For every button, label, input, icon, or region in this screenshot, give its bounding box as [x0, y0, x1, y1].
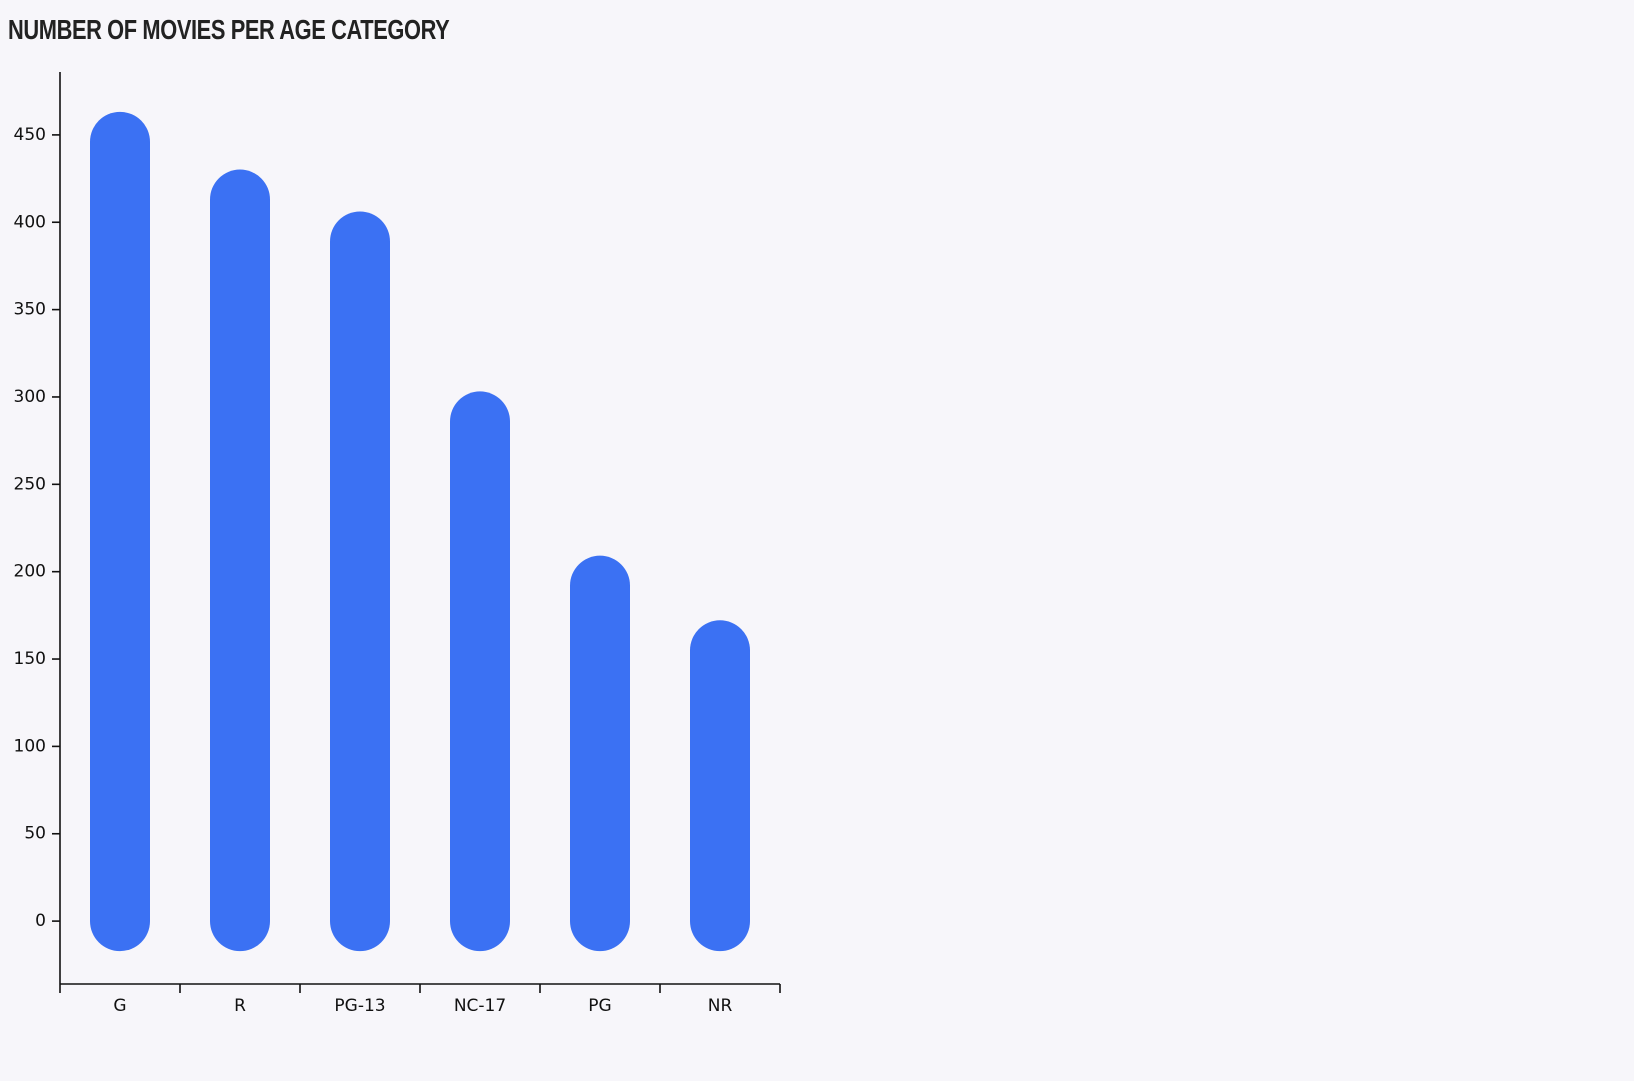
x-tick-label: R: [234, 996, 246, 1016]
y-tick-label: 400: [14, 212, 46, 232]
y-tick: 450: [14, 125, 60, 145]
x-tick-label: G: [113, 996, 126, 1016]
y-tick-label: 300: [14, 387, 46, 407]
y-tick-label: 200: [14, 562, 46, 582]
x-tick-label: NR: [708, 996, 733, 1016]
y-tick: 50: [24, 824, 60, 844]
x-tick-label: PG: [588, 996, 611, 1016]
bar-nr: [690, 620, 750, 952]
y-tick: 100: [14, 736, 60, 756]
bar-r: [210, 169, 270, 952]
y-tick: 250: [14, 474, 60, 494]
y-tick-label: 150: [14, 649, 46, 669]
y-axis-ticks: 0 50 100 150 200 250 300 350 400 450: [14, 125, 60, 931]
x-axis-ticks: G R PG-13 NC-17 PG NR: [59, 984, 781, 1016]
x-tick-label: PG-13: [334, 996, 385, 1016]
y-tick-label: 450: [14, 125, 46, 145]
bar-g: [90, 111, 150, 952]
y-tick: 350: [14, 300, 60, 320]
y-tick-label: 0: [35, 911, 46, 931]
y-tick: 300: [14, 387, 60, 407]
x-tick-label: NC-17: [454, 996, 506, 1016]
bar-pg: [570, 555, 630, 952]
y-tick-label: 350: [14, 300, 46, 320]
y-tick: 0: [35, 911, 60, 931]
bar-pg-13: [330, 211, 390, 952]
y-tick-label: 250: [14, 474, 46, 494]
chart-title: NUMBER OF MOVIES PER AGE CATEGORY: [8, 14, 450, 45]
y-tick: 400: [14, 212, 60, 232]
y-tick: 200: [14, 562, 60, 582]
y-axis: 0 50 100 150 200 250 300 350 400 450: [14, 72, 61, 984]
y-tick-label: 50: [24, 824, 46, 844]
bars: [90, 111, 750, 952]
y-tick-label: 100: [14, 736, 46, 756]
bar-nc-17: [450, 391, 510, 952]
x-axis: G R PG-13 NC-17 PG NR: [59, 983, 781, 1016]
y-tick: 150: [14, 649, 60, 669]
